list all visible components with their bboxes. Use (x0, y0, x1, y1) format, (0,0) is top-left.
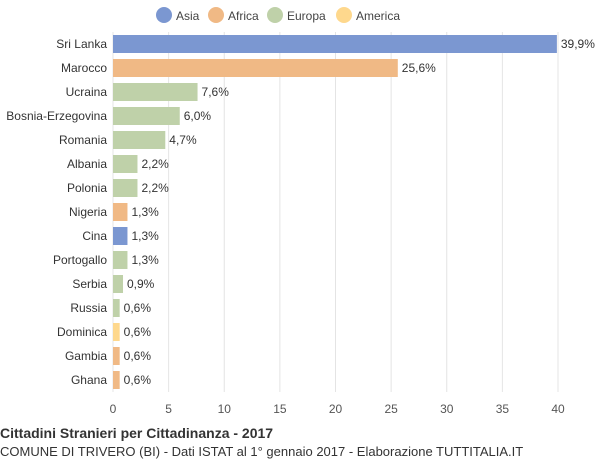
category-label: Sri Lanka (56, 37, 107, 51)
value-label: 0,9% (127, 277, 155, 291)
value-label: 1,3% (131, 253, 159, 267)
bar (113, 155, 138, 173)
value-label: 1,3% (131, 229, 159, 243)
bar (113, 83, 198, 101)
bar (113, 131, 166, 149)
category-label: Albania (67, 157, 107, 171)
category-label: Nigeria (69, 205, 107, 219)
category-label: Romania (59, 133, 107, 147)
value-label: 39,9% (561, 37, 595, 51)
legend-label: Africa (228, 9, 259, 23)
value-label: 2,2% (141, 157, 169, 171)
y-axis-labels: Sri Lanka Marocco Ucraina Bosnia-Erzegovina… (6, 37, 107, 387)
category-label: Dominica (57, 325, 107, 339)
bar (113, 323, 120, 341)
bar (113, 227, 128, 245)
category-label: Polonia (67, 181, 107, 195)
category-label: Cina (82, 229, 107, 243)
bar (113, 35, 557, 53)
legend-swatch (208, 7, 224, 23)
chart-bars (113, 35, 557, 389)
x-axis-ticks: 0 5 10 15 20 25 30 35 40 (110, 402, 565, 416)
bar (113, 347, 120, 365)
x-tick-label: 5 (165, 402, 172, 416)
x-tick-label: 35 (496, 402, 510, 416)
value-label: 0,6% (124, 301, 152, 315)
x-tick-label: 20 (329, 402, 343, 416)
value-labels: 39,9%25,6%7,6%6,0%4,7%2,2%2,2%1,3%1,3%1,… (124, 37, 596, 387)
legend-label: Asia (176, 9, 200, 23)
legend-label: Europa (287, 9, 326, 23)
category-label: Portogallo (53, 253, 107, 267)
bar (113, 251, 128, 269)
value-label: 25,6% (402, 61, 436, 75)
category-label: Bosnia-Erzegovina (6, 109, 107, 123)
x-tick-label: 25 (384, 402, 398, 416)
x-tick-label: 10 (218, 402, 232, 416)
bar (113, 107, 180, 125)
chart-legend: Asia Africa Europa America (156, 7, 400, 23)
value-label: 1,3% (131, 205, 159, 219)
chart-footer-title: Cittadini Stranieri per Cittadinanza - 2… (0, 425, 274, 441)
legend-swatch (336, 7, 352, 23)
category-label: Marocco (61, 61, 107, 75)
x-tick-label: 15 (273, 402, 287, 416)
x-tick-label: 40 (551, 402, 565, 416)
legend-swatch (267, 7, 283, 23)
legend-label: America (356, 9, 400, 23)
value-label: 7,6% (202, 85, 230, 99)
category-label: Gambia (65, 349, 107, 363)
bar (113, 203, 128, 221)
value-label: 0,6% (124, 349, 152, 363)
value-label: 4,7% (169, 133, 197, 147)
x-tick-label: 30 (440, 402, 454, 416)
value-label: 0,6% (124, 325, 152, 339)
category-label: Ghana (71, 373, 107, 387)
bar (113, 179, 138, 197)
category-label: Russia (70, 301, 107, 315)
legend-swatch (156, 7, 172, 23)
bar-chart: Asia Africa Europa America Sri Lanka Marocco… (6, 7, 596, 416)
x-tick-label: 0 (110, 402, 117, 416)
value-label: 6,0% (184, 109, 212, 123)
value-label: 2,2% (141, 181, 169, 195)
bar (113, 275, 124, 293)
category-label: Serbia (72, 277, 107, 291)
chart-footer-subtitle: COMUNE DI TRIVERO (BI) - Dati ISTAT al 1… (0, 444, 524, 459)
bar (113, 59, 398, 77)
category-label: Ucraina (66, 85, 108, 99)
value-label: 0,6% (124, 373, 152, 387)
bar (113, 299, 120, 317)
bar (113, 371, 120, 389)
